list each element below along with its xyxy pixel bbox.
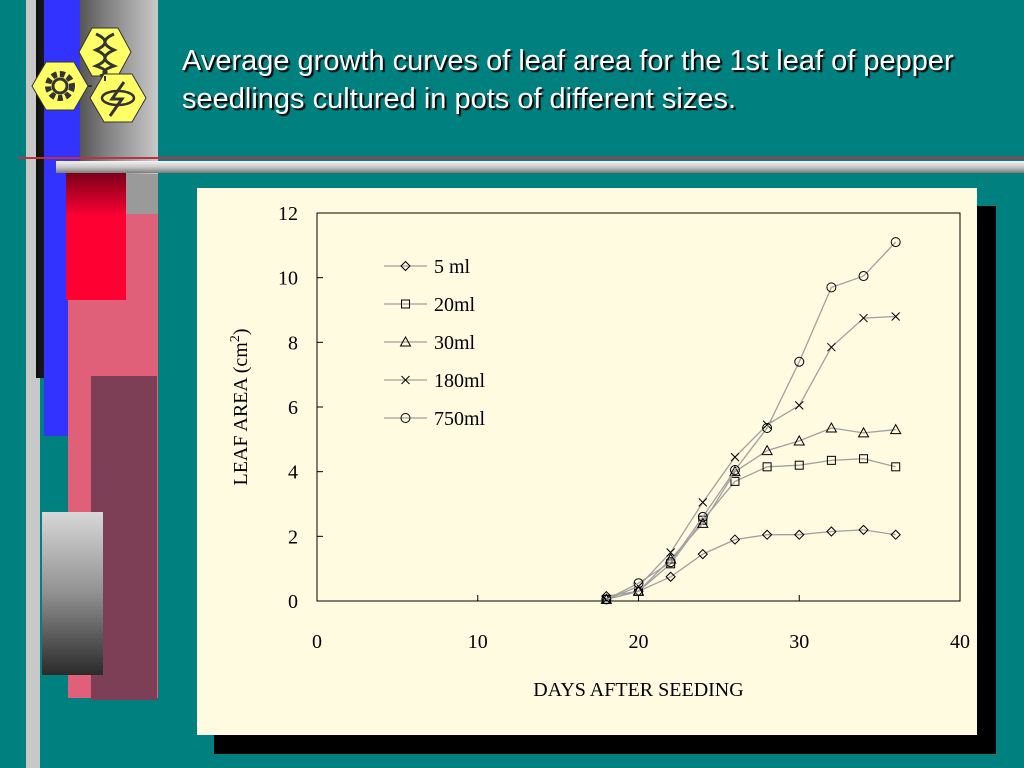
- x-axis-title: DAYS AFTER SEEDING: [533, 679, 743, 701]
- series-line: [606, 427, 896, 601]
- logo: [31, 27, 147, 123]
- series-750ml: [601, 237, 901, 605]
- y-tick-label: 8: [288, 332, 298, 354]
- legend-item: 750ml: [384, 408, 486, 430]
- data-point: [794, 401, 804, 410]
- series-180ml: [601, 312, 901, 604]
- legend-item: 20ml: [384, 294, 476, 316]
- dna-icon: [78, 27, 132, 78]
- data-point: [794, 529, 805, 540]
- legend-label: 20ml: [434, 294, 476, 316]
- axes: 0 10 20 30 40 0 2 4 6 8 10 12: [278, 203, 970, 653]
- legend-item: 180ml: [384, 370, 486, 392]
- legend: 5 ml 20ml 30ml 180ml 750ml: [384, 256, 486, 430]
- y-axis-title-text: LEAF AREA (cm: [230, 342, 252, 486]
- series-line: [606, 458, 896, 601]
- data-point: [794, 460, 804, 470]
- y-tick-label: 0: [288, 591, 298, 613]
- legend-marker: [400, 413, 411, 423]
- data-point: [696, 517, 709, 528]
- y-axis-title-close: ): [230, 328, 252, 335]
- data-point: [665, 571, 676, 582]
- series-line: [606, 315, 896, 601]
- data-point: [890, 529, 901, 540]
- data-point: [825, 421, 838, 433]
- lightning-icon: [89, 73, 147, 123]
- data-point: [793, 434, 806, 446]
- legend-item: 30ml: [384, 332, 476, 354]
- data-point: [859, 313, 868, 323]
- y-tick-label: 10: [278, 268, 298, 290]
- data-point: [857, 426, 870, 438]
- x-tick-label: 40: [950, 631, 970, 653]
- data-point: [729, 465, 740, 476]
- data-point: [794, 356, 805, 367]
- data-point: [601, 595, 611, 604]
- data-point: [891, 312, 901, 321]
- data-point: [761, 529, 773, 540]
- x-tick-label: 30: [789, 631, 809, 653]
- y-axis-title: LEAF AREA (cm2): [228, 328, 252, 485]
- data-point: [858, 271, 869, 282]
- series-20ml: [601, 454, 901, 604]
- chart-panel: 0 10 20 30 40 0 2 4 6 8 10 12 5 ml 20ml 30ml 180ml 750m…: [197, 188, 977, 735]
- legend-label: 180ml: [434, 370, 486, 392]
- data-point: [730, 476, 740, 486]
- data-point: [826, 526, 837, 537]
- legend-marker: [400, 260, 411, 272]
- series-30ml: [600, 421, 902, 604]
- series-line: [606, 241, 897, 600]
- y-tick-label: 2: [288, 526, 298, 548]
- y-tick-label: 6: [288, 397, 298, 419]
- data-point: [634, 582, 643, 591]
- x-tick-label: 0: [312, 631, 322, 653]
- deco-silver-gradient: [42, 512, 103, 675]
- y-axis-title-superscript: 2: [228, 335, 243, 342]
- legend-marker: [401, 299, 410, 309]
- y-tick-label: 4: [288, 462, 298, 484]
- data-point: [890, 237, 901, 248]
- data-point: [697, 511, 708, 522]
- data-point: [729, 465, 741, 477]
- x-tick-label: 10: [468, 631, 488, 653]
- series-layer: [600, 237, 902, 605]
- series-line: [606, 529, 896, 597]
- data-point: [730, 452, 740, 462]
- data-point: [601, 590, 612, 602]
- legend-marker: [399, 335, 412, 347]
- legend-item: 5 ml: [384, 256, 471, 278]
- data-point: [762, 423, 773, 434]
- title-divider-grey: [56, 161, 1024, 173]
- data-point: [697, 548, 709, 560]
- series-5ml: [601, 524, 901, 602]
- legend-marker: [401, 375, 410, 385]
- leaf-area-chart: 0 10 20 30 40 0 2 4 6 8 10 12 5 ml 20ml 30ml 180ml 750m…: [228, 203, 970, 701]
- gear-icon: [31, 61, 89, 111]
- deco-red-block: [66, 172, 126, 300]
- x-tick-label: 20: [629, 631, 649, 653]
- data-point: [633, 578, 644, 589]
- data-point: [889, 423, 902, 435]
- legend-label: 750ml: [434, 408, 486, 430]
- data-point: [698, 498, 708, 507]
- data-point: [858, 524, 869, 536]
- data-point: [826, 282, 837, 293]
- slide-title: Average growth curves of leaf area for t…: [182, 45, 954, 115]
- data-point: [601, 594, 612, 605]
- data-point: [632, 585, 645, 596]
- data-point: [826, 455, 836, 465]
- legend-label: 30ml: [434, 332, 476, 354]
- data-point: [891, 462, 901, 472]
- data-point: [762, 462, 772, 472]
- legend-label: 5 ml: [434, 256, 471, 278]
- data-point: [729, 534, 741, 545]
- data-point: [827, 342, 836, 352]
- data-point: [666, 548, 676, 557]
- logo-connector: [88, 76, 106, 87]
- data-point: [859, 454, 869, 464]
- data-point: [665, 557, 676, 568]
- title-divider-red: [18, 157, 1024, 159]
- data-point: [761, 444, 773, 456]
- y-tick-label: 12: [278, 203, 298, 225]
